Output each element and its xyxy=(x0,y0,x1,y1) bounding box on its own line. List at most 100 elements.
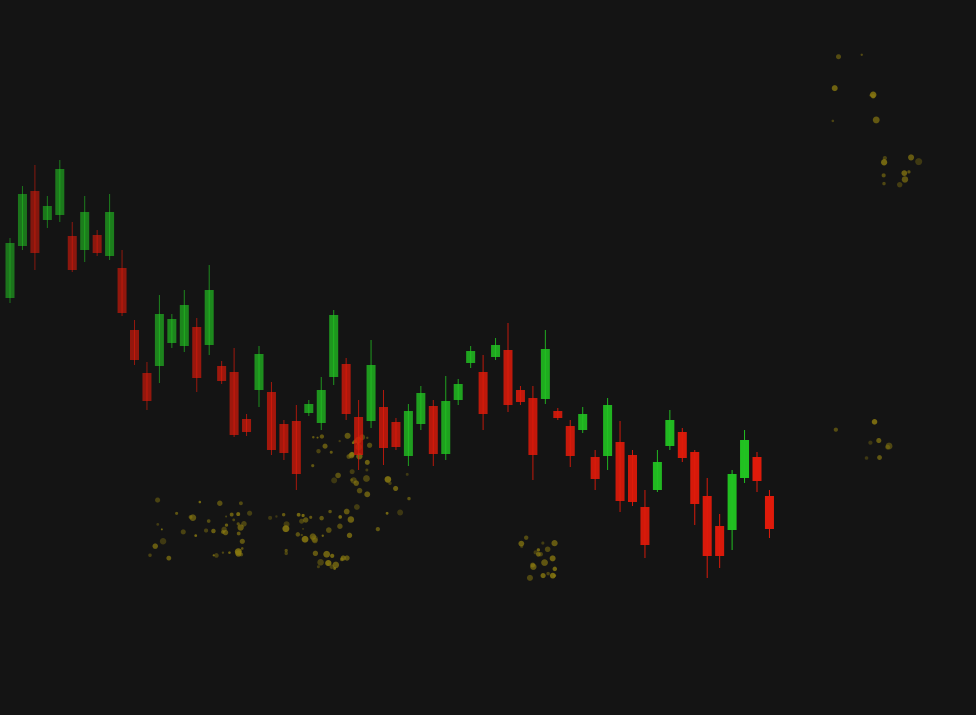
candle-body xyxy=(217,366,227,381)
dust-particle xyxy=(344,432,351,439)
candle-body xyxy=(677,432,687,458)
candle-body xyxy=(5,243,15,298)
candle-body xyxy=(279,424,289,453)
dust-particle xyxy=(901,170,908,177)
dust-particle xyxy=(346,532,353,539)
candle-body xyxy=(341,364,351,414)
candle-body xyxy=(391,422,401,447)
candle-body xyxy=(428,406,438,454)
dust-particle xyxy=(347,516,355,523)
dust-particle xyxy=(544,546,551,553)
dust-particle xyxy=(221,526,227,533)
dust-particle xyxy=(282,525,290,533)
dust-particle xyxy=(835,54,842,60)
dust-particle xyxy=(212,554,215,557)
candle-body xyxy=(304,404,314,413)
candle-body xyxy=(416,393,426,424)
candle-body xyxy=(229,372,239,435)
dust-particle xyxy=(236,512,241,517)
candles xyxy=(5,160,774,578)
candle-body xyxy=(67,236,77,270)
dust-particle xyxy=(155,497,161,503)
dust-particle xyxy=(375,526,380,532)
candle-body xyxy=(578,414,588,430)
dust-particle xyxy=(330,553,335,558)
dust-particle xyxy=(284,548,288,553)
dust-particle xyxy=(896,181,903,188)
dust-particle xyxy=(526,574,533,581)
candle-body xyxy=(503,350,513,405)
dust-particle xyxy=(337,523,343,529)
dust-particle xyxy=(322,443,328,449)
dust-particle xyxy=(159,538,167,545)
dust-particle xyxy=(217,500,223,506)
dust-particle xyxy=(871,419,878,425)
dust-particle xyxy=(329,450,333,454)
dust-particle xyxy=(325,559,332,567)
dust-particle xyxy=(831,119,835,123)
candle-body xyxy=(665,420,675,446)
dust-particle xyxy=(533,550,538,555)
dust-particle xyxy=(333,567,336,570)
dust-particle xyxy=(281,513,286,517)
candle-body xyxy=(204,290,214,345)
dust-particle xyxy=(885,442,893,450)
dust-particle xyxy=(300,533,303,537)
dust-particle xyxy=(206,519,211,523)
dust-particle xyxy=(882,181,886,186)
dust-particle xyxy=(299,518,305,524)
dust-particle xyxy=(549,555,556,562)
candle-body xyxy=(553,411,563,418)
dust-particle xyxy=(536,551,541,557)
dust-particle xyxy=(353,480,360,486)
dust-particle xyxy=(311,464,315,468)
dust-particle xyxy=(166,555,172,561)
candle-body xyxy=(117,268,127,313)
dust-particle xyxy=(229,512,234,517)
dust-particle xyxy=(405,472,409,476)
dust-particle xyxy=(915,158,923,166)
candle-body xyxy=(192,327,202,378)
dust-particle xyxy=(302,527,305,530)
candle-body xyxy=(528,398,538,455)
candle-body xyxy=(615,442,625,501)
dust-particle xyxy=(520,545,524,549)
dust-particle xyxy=(241,521,247,527)
dust-particle xyxy=(188,515,193,519)
dust-particle xyxy=(538,551,543,557)
candle-body xyxy=(17,194,27,246)
candle-body xyxy=(92,235,102,253)
dust-particle xyxy=(268,515,273,520)
dust-particle xyxy=(321,534,324,537)
dust-particle xyxy=(194,534,198,537)
dust-particle xyxy=(152,543,158,549)
dust-particle xyxy=(872,116,880,124)
candle-body xyxy=(254,354,264,390)
dust-particle xyxy=(316,436,319,439)
dust-particle xyxy=(397,509,404,516)
dust-particle xyxy=(346,454,352,459)
dust-particle xyxy=(551,540,558,547)
candle-body xyxy=(130,330,139,360)
candle-body xyxy=(30,191,40,253)
dust-particle xyxy=(546,571,550,576)
candle-body xyxy=(466,351,476,363)
dust-particle xyxy=(240,547,244,550)
dust-layer xyxy=(148,53,923,581)
dust-particle xyxy=(284,551,288,556)
dust-particle xyxy=(225,515,228,518)
dust-particle xyxy=(393,485,399,491)
candle-body xyxy=(266,392,276,450)
candle-body xyxy=(727,474,737,530)
dust-particle xyxy=(536,548,541,552)
dust-particle xyxy=(331,477,338,484)
dust-particle xyxy=(880,159,888,166)
candle-body xyxy=(628,455,637,502)
candle-body xyxy=(715,526,725,556)
dust-particle xyxy=(407,496,411,501)
dust-particle xyxy=(524,535,529,540)
dust-particle xyxy=(518,540,525,547)
candle-body xyxy=(80,212,90,250)
